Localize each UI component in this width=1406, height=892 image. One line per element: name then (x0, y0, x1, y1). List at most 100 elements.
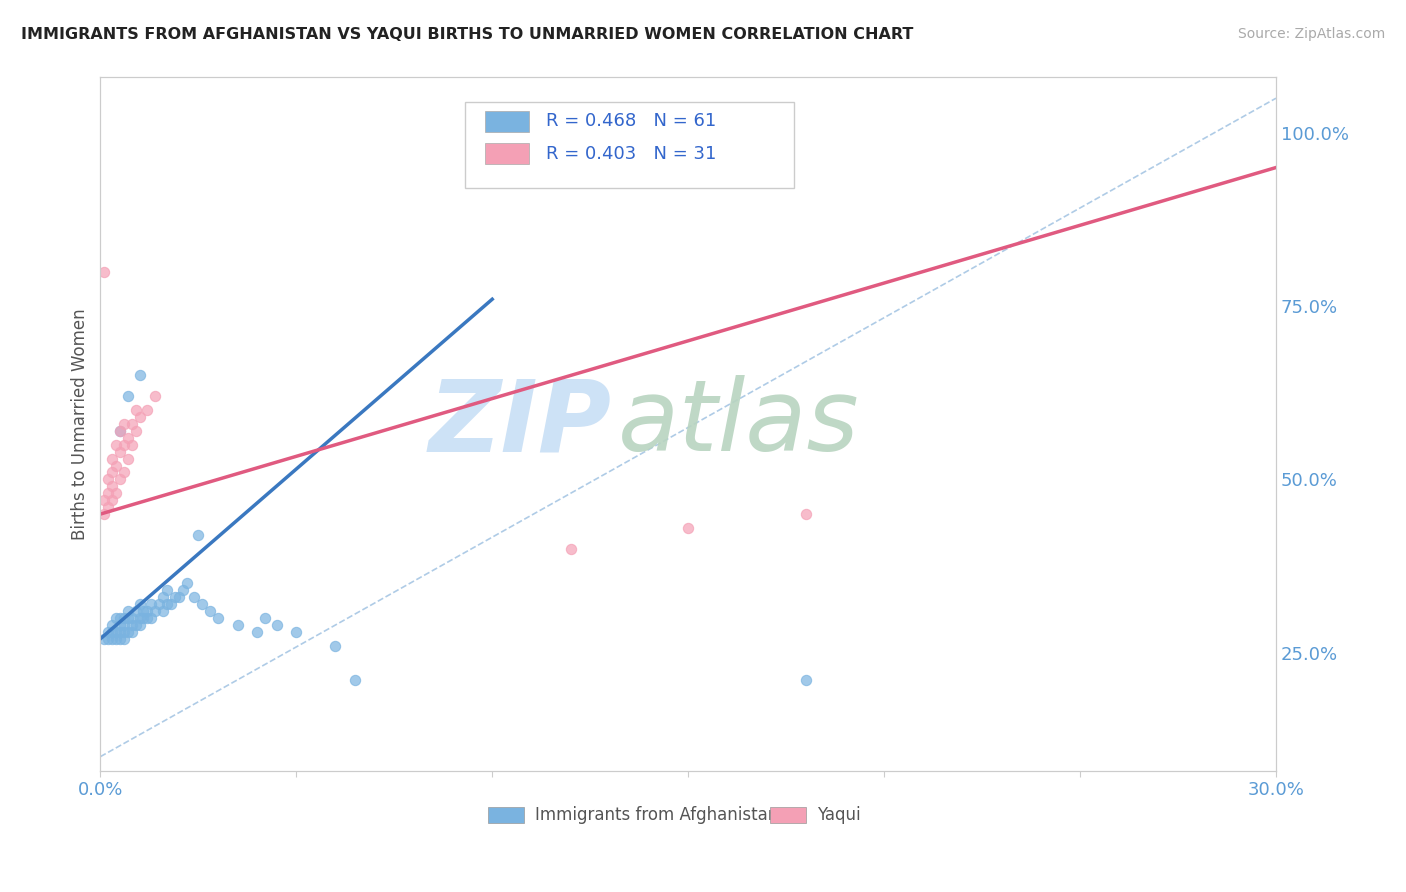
Point (160, 597, 183, 611)
Point (112, 417, 135, 431)
Point (121, 438, 143, 452)
Point (93, 493, 115, 508)
Point (187, 528, 209, 542)
Point (112, 438, 135, 452)
Point (156, 583, 179, 598)
Point (101, 466, 124, 480)
Point (112, 624, 135, 639)
Text: R = 0.403   N = 31: R = 0.403 N = 31 (546, 145, 716, 162)
Point (132, 604, 155, 618)
Point (93, 264, 115, 278)
Point (124, 618, 146, 632)
Point (117, 389, 139, 403)
Point (163, 591, 186, 605)
Point (93, 507, 115, 521)
Point (246, 624, 269, 639)
Point (117, 604, 139, 618)
Point (226, 618, 249, 632)
Point (121, 611, 143, 625)
Point (128, 618, 150, 632)
Point (167, 591, 190, 605)
Point (124, 424, 146, 438)
Point (207, 611, 229, 625)
Point (105, 486, 128, 500)
Point (105, 438, 128, 452)
Point (105, 458, 128, 473)
Point (141, 611, 163, 625)
Point (108, 444, 131, 458)
Text: IMMIGRANTS FROM AFGHANISTAN VS YAQUI BIRTHS TO UNMARRIED WOMEN CORRELATION CHART: IMMIGRANTS FROM AFGHANISTAN VS YAQUI BIR… (21, 27, 914, 42)
Point (285, 624, 308, 639)
Point (108, 624, 131, 639)
Point (152, 604, 174, 618)
Text: atlas: atlas (617, 376, 859, 473)
Point (148, 597, 170, 611)
Point (253, 611, 276, 625)
Point (325, 639, 347, 653)
Point (117, 611, 139, 625)
Point (198, 604, 221, 618)
Point (128, 597, 150, 611)
Point (108, 424, 131, 438)
Point (176, 576, 198, 591)
Point (266, 618, 288, 632)
Point (172, 583, 194, 598)
Point (117, 624, 139, 639)
Point (676, 521, 699, 535)
Point (112, 611, 135, 625)
Point (121, 618, 143, 632)
Point (117, 451, 139, 466)
Point (560, 541, 582, 556)
Bar (488, 807, 523, 822)
Point (105, 632, 128, 646)
Point (136, 403, 159, 417)
Point (141, 597, 163, 611)
Point (97, 500, 120, 515)
Point (105, 611, 128, 625)
Point (191, 597, 214, 611)
FancyBboxPatch shape (465, 102, 794, 188)
Point (121, 624, 143, 639)
Point (112, 632, 135, 646)
Point (124, 604, 146, 618)
Point (156, 597, 179, 611)
Point (794, 673, 817, 688)
Point (101, 493, 124, 508)
Point (794, 507, 817, 521)
Point (344, 673, 367, 688)
Point (117, 431, 139, 445)
Point (108, 632, 131, 646)
Point (136, 611, 159, 625)
Point (101, 451, 124, 466)
Point (128, 410, 150, 425)
Point (143, 389, 166, 403)
Point (93, 632, 115, 646)
Point (101, 632, 124, 646)
Point (121, 417, 143, 431)
Point (183, 591, 205, 605)
Point (108, 618, 131, 632)
Point (136, 604, 159, 618)
Y-axis label: Births to Unmarried Women: Births to Unmarried Women (72, 308, 89, 540)
Point (105, 624, 128, 639)
Point (143, 604, 166, 618)
Point (112, 618, 135, 632)
Point (128, 368, 150, 383)
Point (108, 611, 131, 625)
Text: Source: ZipAtlas.com: Source: ZipAtlas.com (1237, 27, 1385, 41)
Point (97, 486, 120, 500)
Point (101, 618, 124, 632)
Point (108, 472, 131, 486)
Text: R = 0.468   N = 61: R = 0.468 N = 61 (546, 112, 716, 130)
Text: ZIP: ZIP (429, 376, 612, 473)
Bar (770, 807, 806, 822)
Point (97, 632, 120, 646)
Point (152, 591, 174, 605)
Point (101, 479, 124, 493)
Point (112, 466, 135, 480)
Point (97, 624, 120, 639)
Text: Immigrants from Afghanistan: Immigrants from Afghanistan (536, 805, 779, 824)
Point (101, 624, 124, 639)
Bar (485, 111, 530, 131)
Bar (485, 144, 530, 164)
